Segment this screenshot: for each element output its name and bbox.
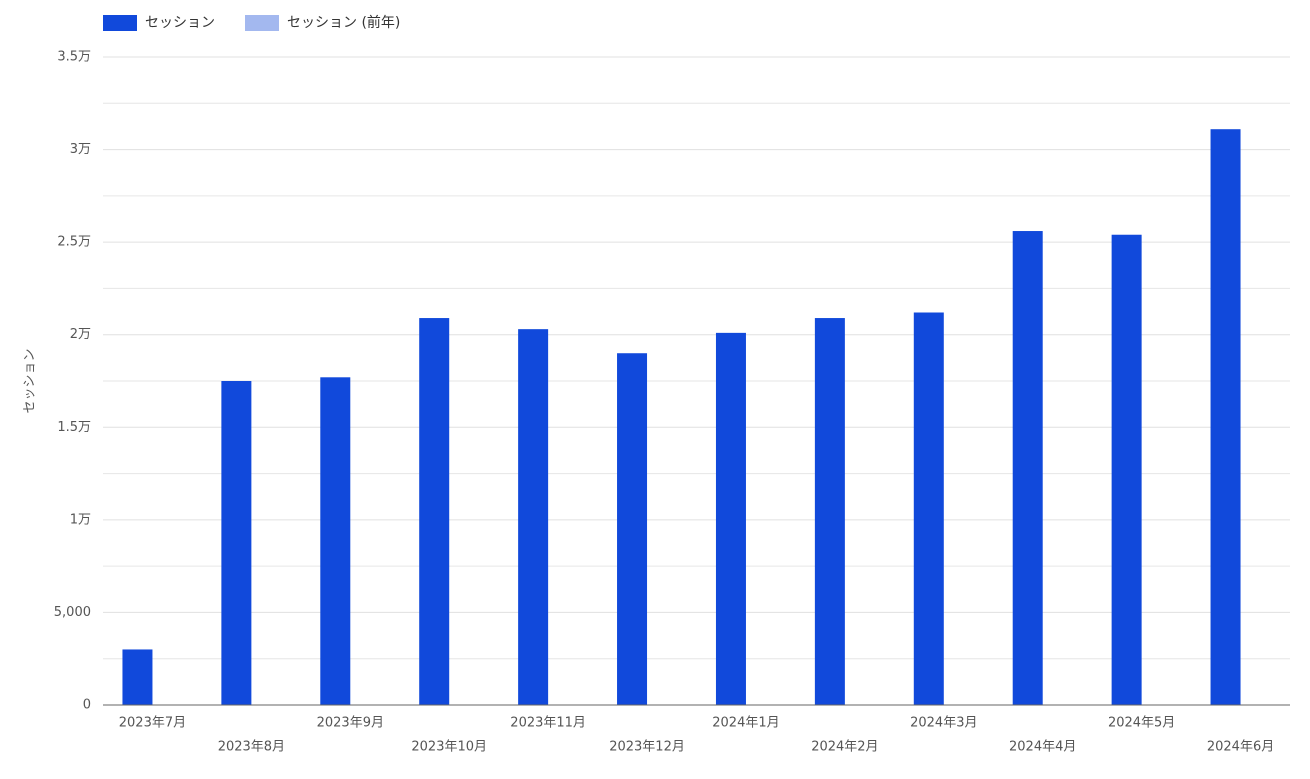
x-tick-label: 2024年1月: [712, 716, 779, 731]
y-tick-label: 2万: [70, 327, 91, 342]
y-tick-label: 3.5万: [57, 50, 91, 65]
y-tick-label: 2.5万: [57, 235, 91, 250]
bar: [1012, 231, 1043, 705]
legend-swatch: [103, 15, 137, 31]
x-tick-label: 2024年6月: [1207, 740, 1274, 755]
legend-label: セッション (前年): [287, 14, 400, 31]
y-axis-title: セッション: [23, 348, 38, 413]
legend-label: セッション: [145, 15, 215, 31]
y-tick-label: 1.5万: [57, 420, 91, 435]
bar: [715, 332, 746, 705]
bar: [122, 649, 153, 705]
bar: [221, 381, 252, 705]
x-tick-label: 2024年3月: [910, 716, 977, 731]
x-tick-label: 2023年9月: [317, 716, 384, 731]
bar: [913, 312, 944, 705]
x-tick-label: 2023年12月: [609, 740, 685, 755]
y-tick-label: 3万: [70, 142, 91, 157]
x-tick-label: 2024年2月: [811, 740, 878, 755]
x-tick-label: 2023年8月: [218, 740, 285, 755]
bar: [320, 377, 351, 705]
y-tick-label: 5,000: [54, 605, 91, 620]
x-tick-label: 2024年4月: [1009, 740, 1076, 755]
bar: [518, 329, 549, 705]
x-tick-label: 2023年11月: [510, 716, 586, 731]
y-tick-label: 0: [83, 698, 91, 713]
x-tick-label: 2023年7月: [119, 716, 186, 731]
legend: セッション セッション (前年): [103, 14, 400, 31]
bar: [814, 318, 845, 705]
bar: [1210, 129, 1241, 706]
y-tick-label: 1万: [70, 512, 91, 527]
bar: [1111, 234, 1142, 706]
bar: [617, 353, 648, 705]
legend-swatch: [245, 15, 279, 31]
x-tick-label: 2023年10月: [411, 740, 487, 755]
bar: [419, 318, 450, 705]
x-tick-label: 2024年5月: [1108, 716, 1175, 731]
